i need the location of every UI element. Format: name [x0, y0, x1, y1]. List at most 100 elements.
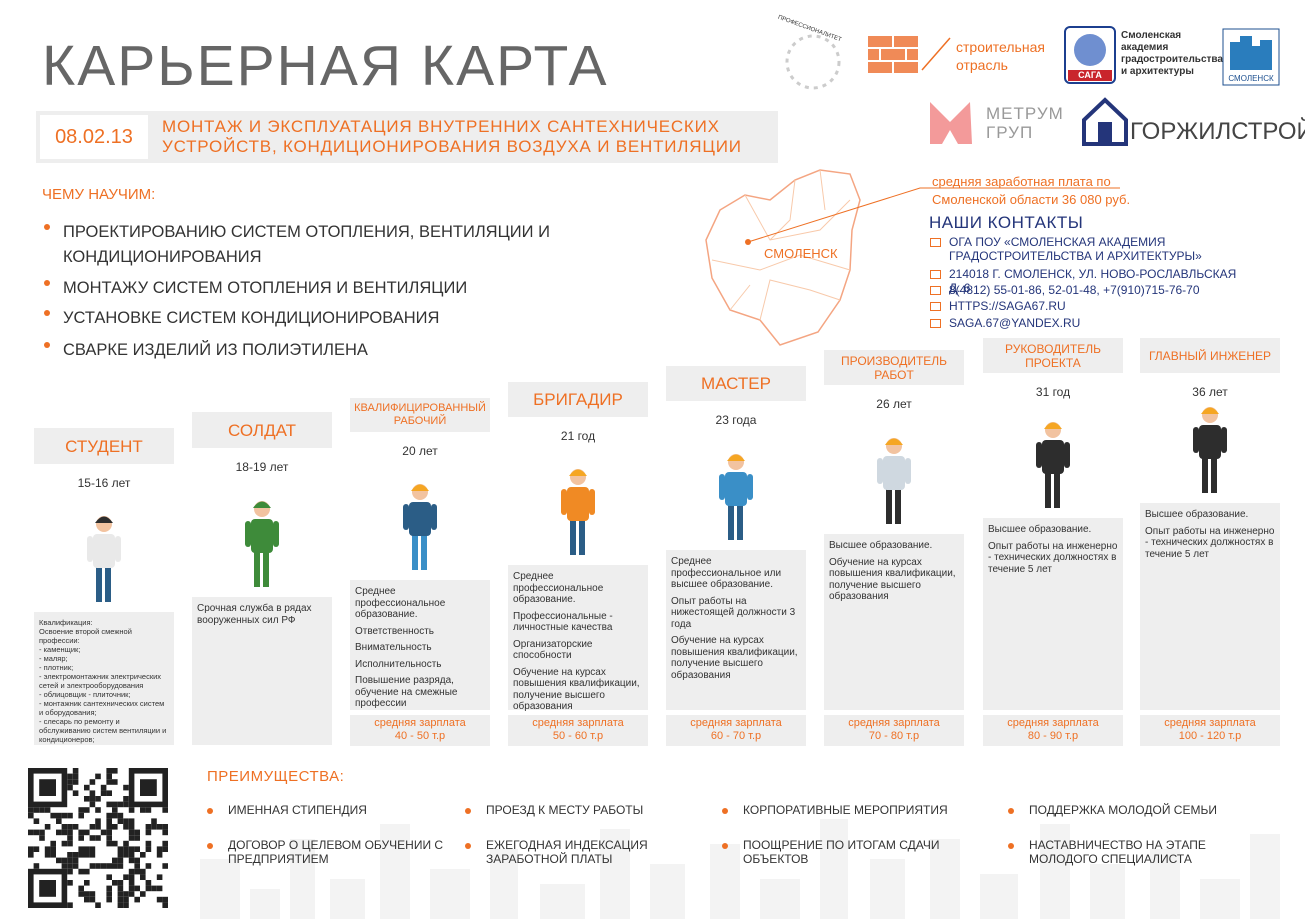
advantage-item: НАСТАВНИЧЕСТВО НА ЭТАПЕ МОЛОДОГО СПЕЦИАЛ…: [1029, 838, 1206, 866]
worker-figure: [87, 516, 121, 602]
academy-text: градостроительства: [1121, 54, 1223, 65]
qr-module: [112, 768, 118, 774]
stage-title: БРИГАДИР: [533, 390, 623, 409]
brick: [868, 62, 892, 73]
advantage-item: ЕЖЕГОДНАЯ ИНДЕКСАЦИЯ ЗАРАБОТНОЙ ПЛАТЫ: [486, 838, 648, 866]
qr-module: [78, 868, 84, 875]
bricks-logo: [868, 36, 918, 73]
advantage-item: ПООЩРЕНИЕ ПО ИТОГАМ СДАЧИ ОБЪЕКТОВ: [743, 838, 940, 866]
qr-module: [112, 840, 118, 847]
qr-module: [33, 846, 40, 852]
building: [330, 879, 365, 919]
salary-box: средняя зарплата 70 - 80 т.р: [824, 715, 964, 746]
qr-module: [134, 835, 140, 841]
qr-module: [162, 896, 168, 903]
house-door: [1098, 122, 1112, 144]
figure-helmet: [1201, 407, 1219, 414]
qr-module: [78, 885, 84, 892]
building: [1250, 834, 1280, 919]
salary-range: 60 - 70 т.р: [710, 730, 762, 742]
qr-finder-core: [39, 880, 56, 897]
qr-module: [117, 885, 124, 892]
qr-module: [162, 840, 168, 847]
academy-text: академия: [1121, 42, 1169, 53]
qr-module: [145, 840, 152, 847]
worker-figure: [1036, 422, 1070, 508]
qr-finder-core: [140, 779, 157, 796]
figure-leg: [728, 502, 734, 540]
contact-icon: [930, 319, 941, 328]
industry-text: отрасль: [956, 57, 1008, 73]
salary-label: средняя зарплата: [532, 717, 624, 729]
qr-module: [89, 846, 96, 852]
building: [250, 889, 280, 919]
building: [1090, 864, 1125, 919]
qr-module: [72, 790, 79, 796]
qr-module: [112, 880, 118, 886]
description-line: - монтажник сантехнических систем и обор…: [39, 699, 165, 717]
description-line: Обучение на курсах повышения квалификаци…: [671, 635, 798, 681]
qr-module: [67, 784, 73, 791]
qr-module: [123, 896, 129, 903]
stage-title: КВАЛИФИЦИРОВАННЫЙ РАБОЧИЙ: [354, 402, 486, 427]
qr-module: [106, 874, 112, 880]
qr-module: [128, 874, 135, 880]
advantages-heading: ПРЕИМУЩЕСТВА:: [207, 768, 345, 785]
qr-module: [117, 812, 124, 819]
contacts-heading: НАШИ КОНТАКТЫ: [929, 213, 1084, 232]
stage-age: 36 лет: [1192, 385, 1228, 399]
slash-line: [921, 37, 951, 71]
figure-body: [725, 472, 747, 506]
qr-module: [123, 796, 129, 802]
qr-module: [89, 891, 96, 897]
qr-module: [106, 779, 112, 785]
figure-leg: [1045, 470, 1051, 508]
qr-module: [84, 846, 90, 852]
learn-bullet: [44, 342, 50, 348]
figure-body: [567, 487, 589, 521]
figure-body: [883, 456, 905, 490]
qr-module: [123, 852, 129, 858]
learn-item: УСТАНОВКЕ СИСТЕМ КОНДИЦИОНИРОВАНИЯ: [63, 309, 440, 327]
building: [290, 839, 315, 919]
qr-module: [140, 891, 146, 897]
salary-box: средняя зарплата 80 - 90 т.р: [983, 715, 1123, 746]
figure-leg: [579, 517, 585, 555]
stage-description: Срочная служба в рядах вооруженных сил Р…: [192, 597, 332, 745]
qr-module: [56, 829, 62, 836]
qr-module: [61, 863, 68, 869]
emblem-band: [1068, 70, 1112, 81]
qr-module: [156, 874, 163, 880]
stage-title-box: ГЛАВНЫЙ ИНЖЕНЕР: [1140, 338, 1280, 373]
description-line: Освоение второй смежной профессии:: [39, 627, 132, 645]
region-outline: [705, 169, 861, 346]
qr-module: [128, 852, 135, 858]
building: [1200, 879, 1240, 919]
qr-module: [106, 863, 112, 869]
qr-module: [95, 863, 101, 869]
description-line: Опыт работы на нижестоящей должности 3 г…: [671, 595, 796, 630]
stage-age: 15-16 лет: [77, 476, 131, 490]
description-line: - электромонтажник электрических сетей и…: [39, 672, 162, 690]
description-line: Опыт работы на инженерно - технических д…: [988, 540, 1118, 575]
figure-leg: [1202, 455, 1208, 493]
figure-arm: [245, 521, 251, 547]
figure-arm: [1193, 427, 1199, 453]
qr-module: [156, 824, 163, 830]
worker-figure: [561, 469, 595, 555]
contact-icon: [930, 286, 941, 295]
qr-module: [89, 896, 96, 903]
description-line: Среднее профессиональное или высшее обра…: [671, 556, 782, 590]
gorzhilstroy-text: ГОРЖИЛСТРОЙ: [1130, 118, 1305, 145]
district-border: [711, 254, 851, 271]
qr-module: [145, 863, 152, 869]
advantage-item: ПРОЕЗД К МЕСТУ РАБОТЫ: [486, 803, 644, 817]
building: [600, 829, 630, 919]
qr-module: [84, 852, 90, 858]
qr-module: [28, 807, 34, 813]
stage-title-box: БРИГАДИР: [508, 382, 648, 417]
learn-bullet: [44, 310, 50, 316]
qr-module: [50, 852, 56, 858]
qr-module: [145, 807, 152, 813]
gorzhilstroy-logo: [1082, 97, 1128, 146]
